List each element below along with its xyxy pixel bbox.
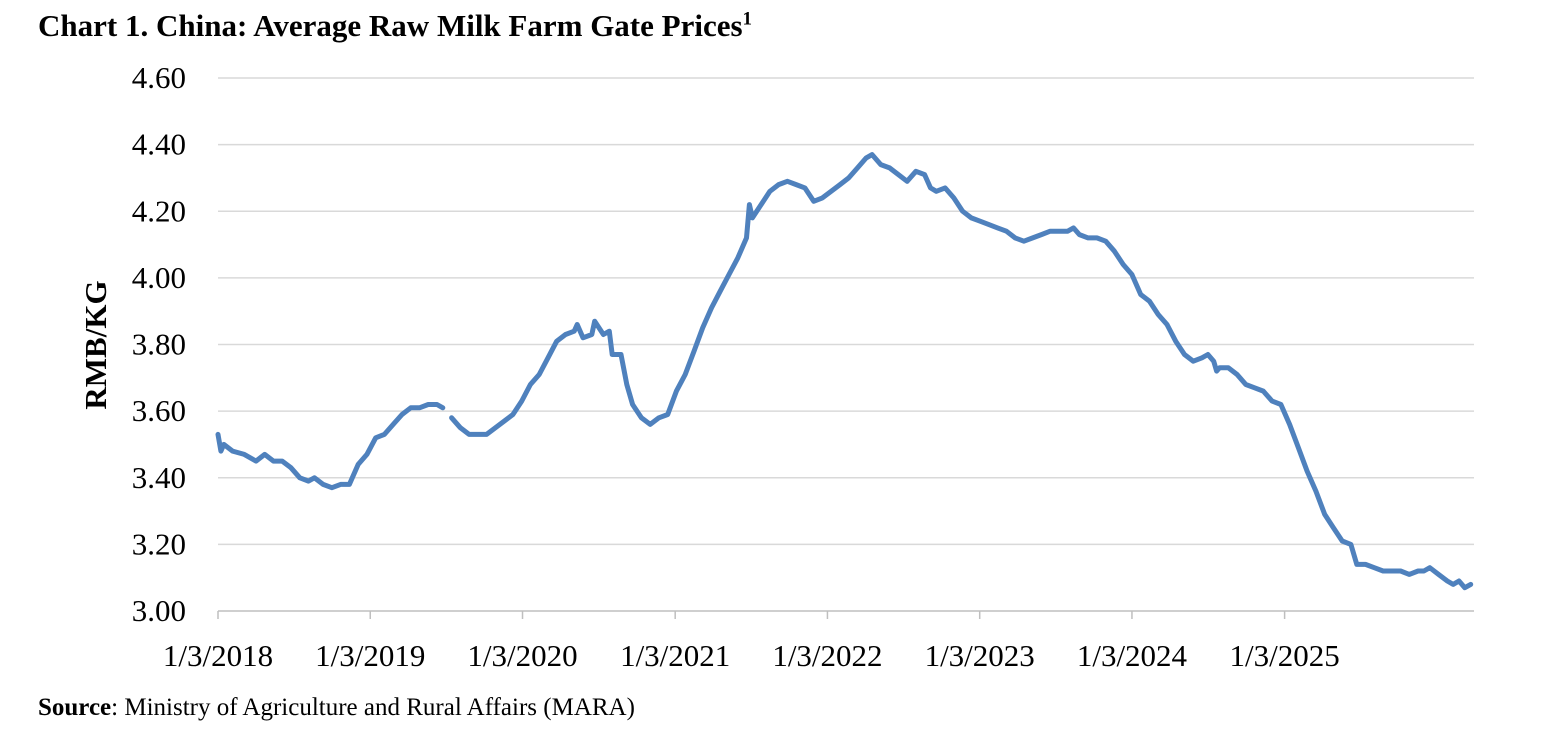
y-tick-label: 3.20 <box>132 526 186 561</box>
series-group <box>215 152 1474 591</box>
y-tick-label: 4.60 <box>132 60 186 95</box>
y-tick-label: 4.00 <box>132 260 186 295</box>
x-tick-label: 1/3/2024 <box>1077 638 1188 673</box>
gridlines <box>218 77 1474 546</box>
x-tick-label: 1/3/2019 <box>315 638 425 673</box>
x-tick-label: 1/3/2025 <box>1230 638 1340 673</box>
series-line <box>449 152 1474 591</box>
y-tick-label: 4.40 <box>132 127 186 162</box>
axes <box>217 610 1474 619</box>
chart-title-text: Chart 1. China: Average Raw Milk Farm Ga… <box>38 8 743 43</box>
y-tick-label: 3.00 <box>132 593 186 628</box>
x-tick-labels: 1/3/2018 1/3/2019 1/3/2020 1/3/2021 1/3/2022… <box>163 638 1340 673</box>
y-tick-labels: 3.00 3.20 3.40 3.60 3.80 4.00 4.20 4.40 4.60 <box>132 60 186 628</box>
source-text: : Ministry of Agriculture and Rural Affa… <box>111 694 635 721</box>
x-tick-label: 1/3/2023 <box>925 638 1035 673</box>
y-tick-label: 4.20 <box>132 193 186 228</box>
chart-title: Chart 1. China: Average Raw Milk Farm Ga… <box>38 8 752 44</box>
y-tick-label: 3.40 <box>132 460 186 495</box>
y-tick-label: 3.80 <box>132 327 186 362</box>
x-tick-label: 1/3/2021 <box>620 638 730 673</box>
x-tick-label: 1/3/2022 <box>772 638 882 673</box>
source-label: Source <box>38 694 112 721</box>
x-tick-label: 1/3/2018 <box>163 638 273 673</box>
y-tick-label: 3.60 <box>132 393 186 428</box>
series-line <box>215 402 446 491</box>
source-note: Source: Ministry of Agriculture and Rura… <box>38 694 635 722</box>
title-footnote-marker: 1 <box>742 8 753 30</box>
x-tick-label: 1/3/2020 <box>467 638 577 673</box>
